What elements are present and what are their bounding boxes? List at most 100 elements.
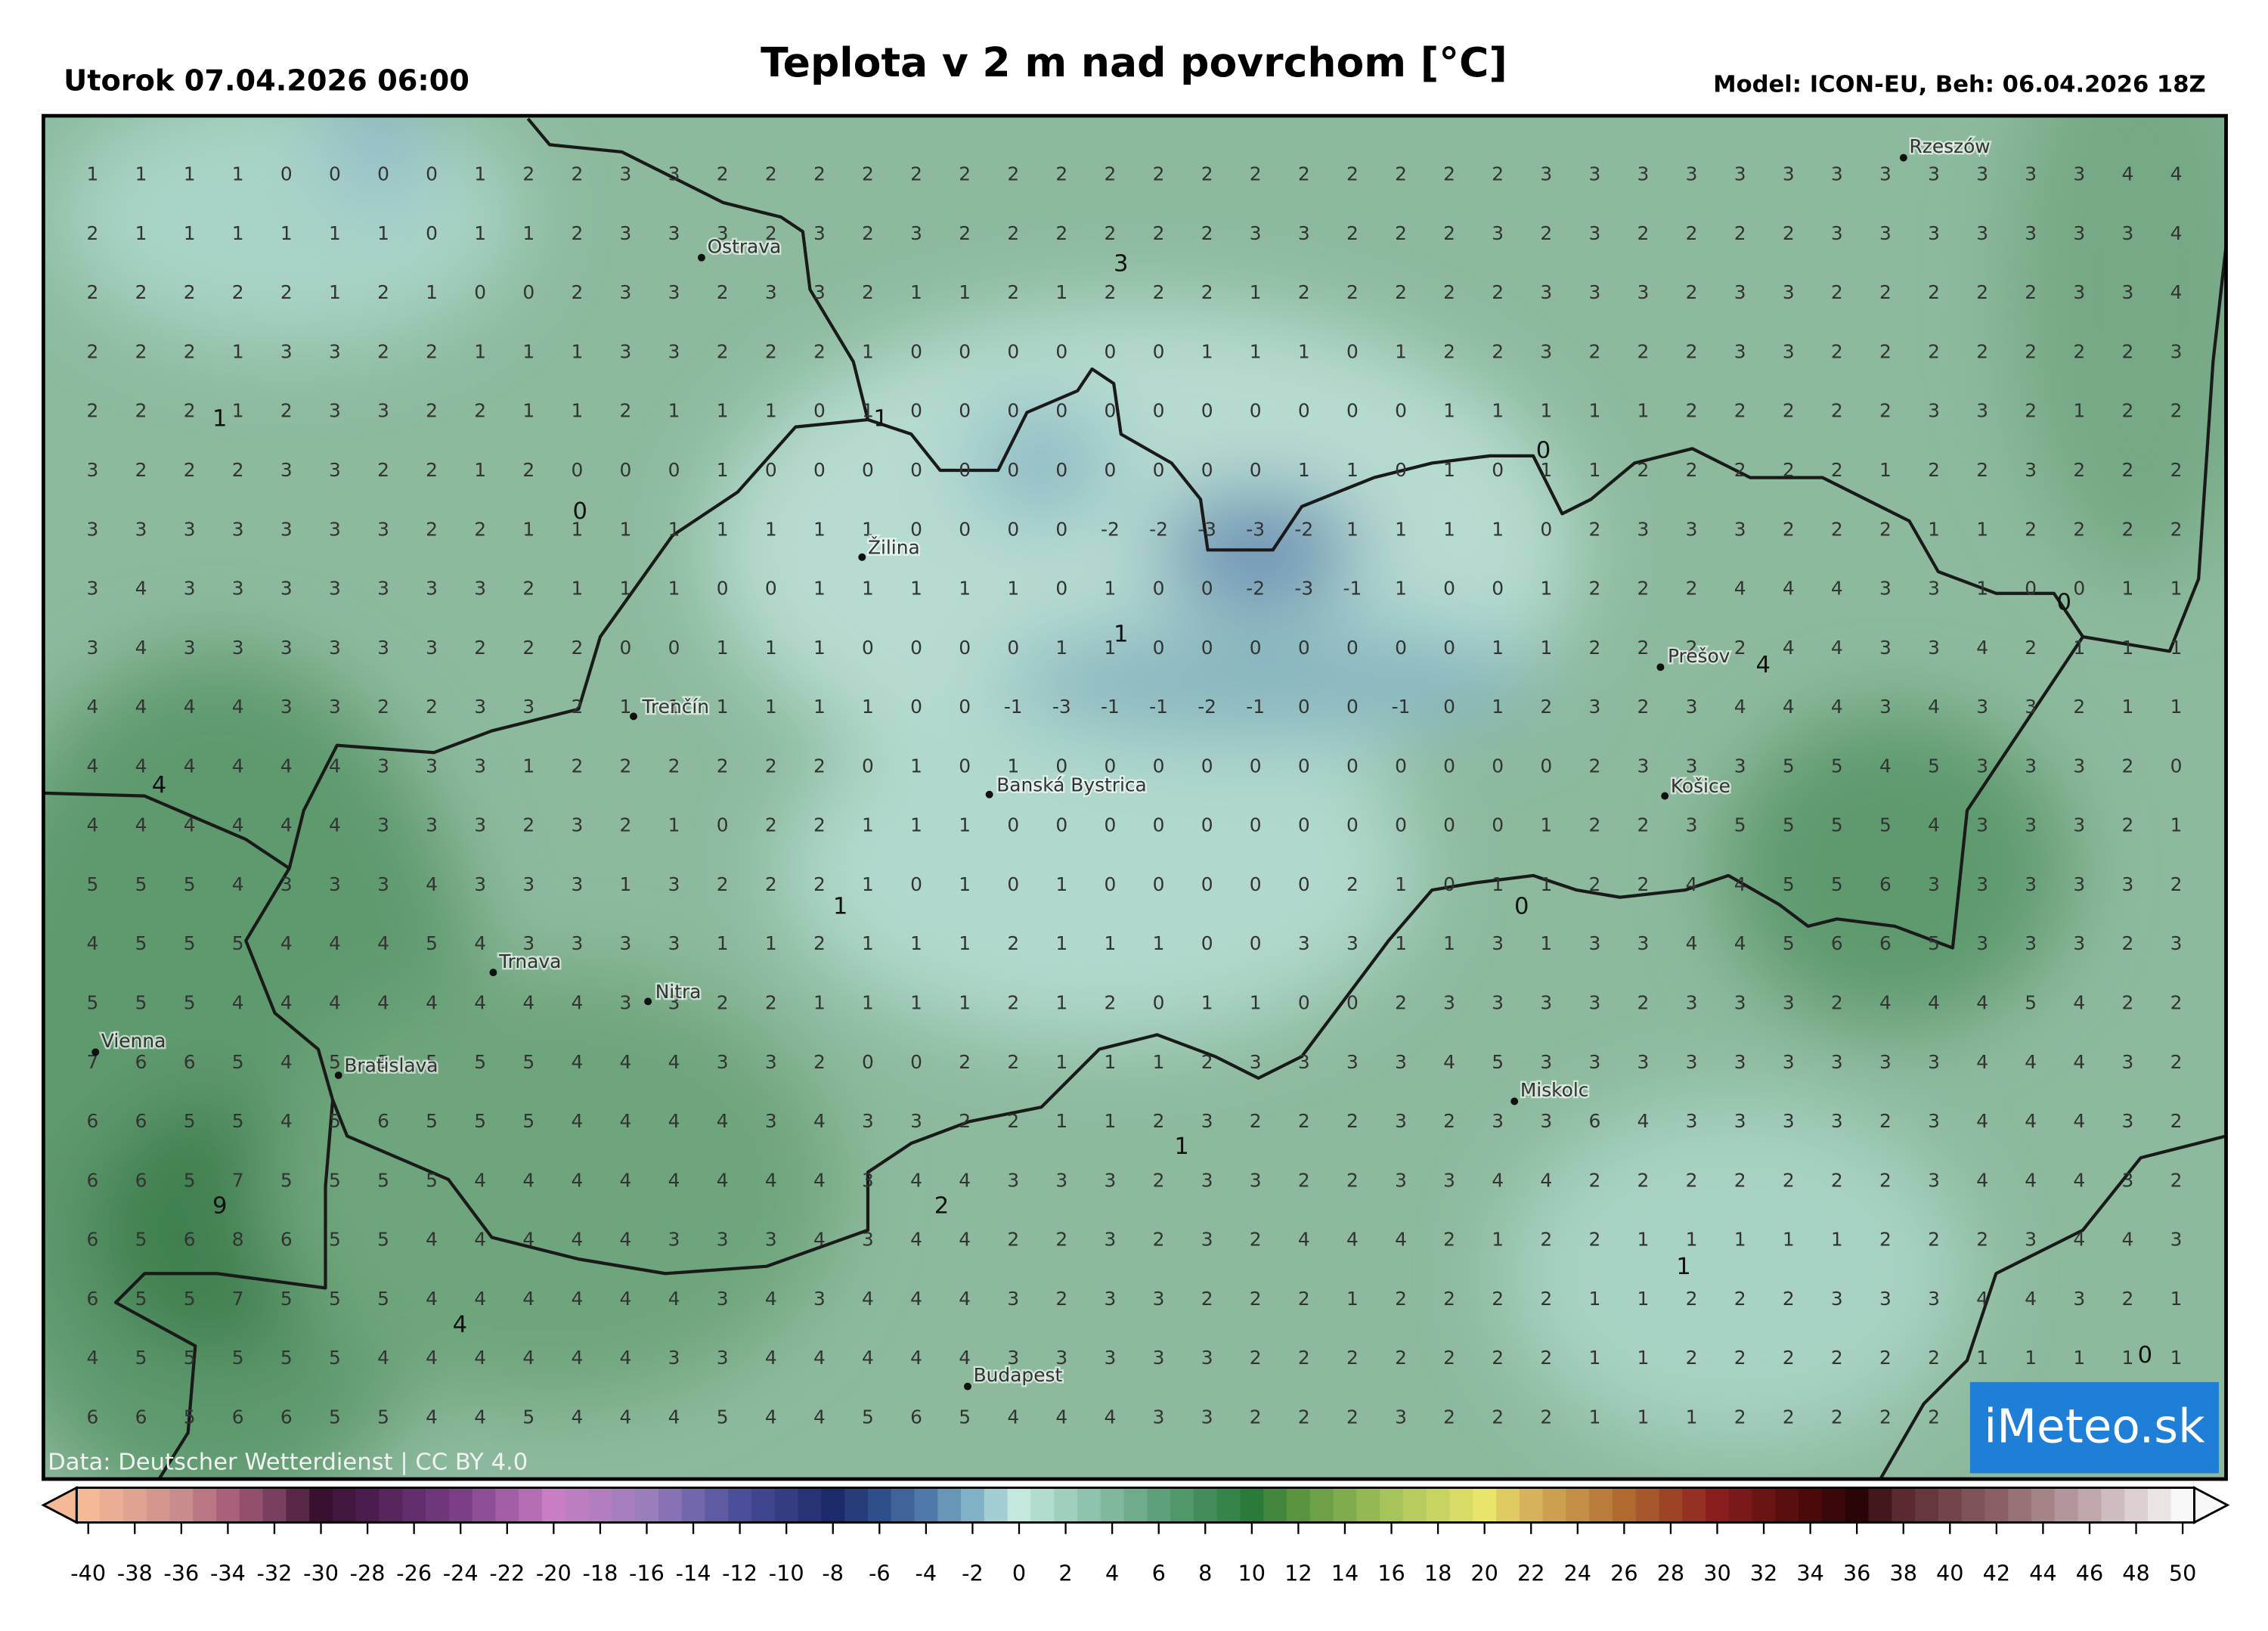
grid-value: 1: [1201, 991, 1213, 1013]
grid-value: 3: [717, 1229, 729, 1251]
grid-value: 2: [1734, 400, 1746, 422]
grid-value: 3: [474, 873, 486, 895]
grid-value: 5: [135, 991, 147, 1013]
grid-value: 3: [1588, 932, 1600, 954]
grid-value: 5: [1831, 814, 1843, 836]
grid-value: 1: [1443, 518, 1455, 540]
grid-value: 3: [2073, 281, 2085, 303]
grid-value: 5: [184, 1347, 196, 1369]
grid-value: 1: [620, 873, 632, 895]
grid-value: 1: [1055, 932, 1067, 954]
grid-value: 6: [135, 1406, 147, 1428]
grid-value: 3: [184, 578, 196, 600]
grid-value: 1: [2122, 578, 2134, 600]
grid-value: 2: [1250, 1288, 1262, 1310]
grid-value: 2: [1250, 1229, 1262, 1251]
grid-value: 1: [571, 518, 583, 540]
colorbar-swatch: [216, 1487, 240, 1523]
colorbar-swatch: [1775, 1487, 1800, 1523]
grid-value: 3: [1783, 1051, 1795, 1073]
grid-value: 2: [1637, 637, 1650, 659]
ukraine-border: [2082, 246, 2226, 653]
colorbar-swatch: [1263, 1487, 1288, 1523]
grid-value: 3: [910, 222, 922, 244]
grid-value: 2: [522, 814, 534, 836]
grid-value: -1: [1101, 696, 1120, 718]
grid-value: 2: [2170, 400, 2183, 422]
colorbar-swatch: [705, 1487, 730, 1523]
grid-value: 3: [1201, 1406, 1213, 1428]
grid-value: 3: [1831, 1288, 1843, 1310]
grid-value: 1: [1588, 400, 1600, 422]
grid-value: 0: [1007, 873, 1019, 895]
grid-value: 0: [1201, 400, 1213, 422]
colorbar-tick-label: -40: [70, 1560, 106, 1586]
grid-value: 1: [1637, 1347, 1650, 1369]
grid-value: 2: [1831, 1169, 1843, 1191]
czech-poland-border: [526, 117, 870, 420]
grid-value: 3: [377, 873, 389, 895]
grid-value: 3: [280, 518, 293, 540]
grid-value: 3: [1105, 1169, 1117, 1191]
grid-value: 4: [910, 1229, 922, 1251]
colorbar-swatch: [1821, 1487, 1846, 1523]
grid-value: 4: [135, 696, 147, 718]
grid-value: 0: [1153, 755, 1165, 777]
colorbar-swatch: [1682, 1487, 1707, 1523]
grid-value: 3: [329, 518, 341, 540]
grid-value: 2: [1007, 163, 1019, 185]
grid-value: 2: [1055, 1229, 1067, 1251]
grid-value: 1: [1540, 814, 1552, 836]
grid-value: 0: [959, 340, 971, 362]
grid-value: 1: [1250, 340, 1262, 362]
grid-value: 4: [1976, 1288, 1988, 1310]
grid-value: 2: [1395, 222, 1407, 244]
contour-label: 4: [453, 1312, 467, 1338]
map-title: Teplota v 2 m nad povrchom [°C]: [761, 39, 1507, 86]
grid-value: 1: [765, 696, 777, 718]
grid-value: 2: [571, 222, 583, 244]
grid-value: 2: [1686, 340, 1698, 362]
grid-value: 1: [668, 578, 680, 600]
grid-value: 1: [862, 991, 874, 1013]
grid-value: 3: [620, 222, 632, 244]
grid-value: 3: [910, 1110, 922, 1132]
grid-value: 0: [2170, 755, 2183, 777]
grid-value: 1: [232, 340, 244, 362]
grid-value: 6: [280, 1406, 293, 1428]
grid-value: 0: [1298, 814, 1310, 836]
grid-value: 1: [717, 459, 729, 481]
grid-value: 4: [668, 1288, 680, 1310]
grid-value: 0: [1201, 459, 1213, 481]
grid-value: 0: [1153, 340, 1165, 362]
grid-value: 2: [1879, 1110, 1892, 1132]
grid-value: 2: [2073, 696, 2085, 718]
contour-label: 1: [1676, 1254, 1690, 1280]
grid-value: 1: [668, 696, 680, 718]
grid-value: 4: [2073, 1169, 2085, 1191]
grid-value: 2: [717, 281, 729, 303]
grid-value: 2: [1055, 163, 1067, 185]
grid-value: 2: [1540, 1288, 1552, 1310]
grid-value: 2: [135, 459, 147, 481]
grid-value: 1: [1540, 637, 1552, 659]
colorbar-swatch: [1635, 1487, 1660, 1523]
colorbar-swatch: [1868, 1487, 1893, 1523]
grid-value: 2: [1298, 1347, 1310, 1369]
grid-value: 3: [862, 1229, 874, 1251]
grid-value: 4: [571, 1169, 583, 1191]
grid-value: 1: [184, 222, 196, 244]
grid-value: 2: [620, 814, 632, 836]
grid-value: 1: [2170, 1347, 2183, 1369]
grid-value: 4: [1055, 1406, 1067, 1428]
grid-value: 2: [1879, 400, 1892, 422]
grid-value: 0: [959, 400, 971, 422]
grid-value: 1: [280, 222, 293, 244]
grid-value: 3: [1831, 1051, 1843, 1073]
grid-value: 4: [135, 755, 147, 777]
grid-value: 2: [377, 459, 389, 481]
grid-value: 1: [232, 222, 244, 244]
grid-value: 3: [1201, 1169, 1213, 1191]
grid-value: 2: [813, 873, 826, 895]
grid-value: 4: [474, 1169, 486, 1191]
